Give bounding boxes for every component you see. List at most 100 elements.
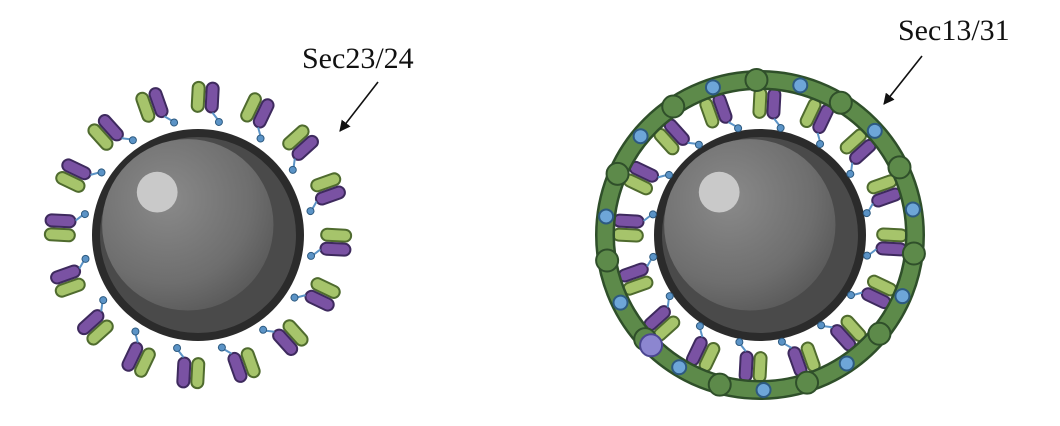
sec23-subunit — [282, 319, 309, 347]
sec23-subunit — [135, 91, 156, 123]
linker-knob — [846, 169, 855, 178]
linker-knob — [128, 136, 137, 145]
linker-knob — [777, 337, 786, 346]
sec23-subunit — [134, 347, 156, 378]
cage-node — [866, 122, 883, 139]
sec24-subunit — [304, 289, 335, 312]
cage-node-highlight — [639, 333, 664, 358]
sec24-subunit — [121, 341, 144, 372]
sec23-24-dimer — [862, 174, 903, 218]
cage-node — [792, 77, 809, 94]
sec24-subunit — [738, 350, 754, 383]
linker-knob — [734, 124, 743, 133]
sec23-subunit — [190, 80, 206, 113]
sec23-subunit — [240, 347, 261, 379]
cage-node — [612, 294, 629, 311]
linker-knob — [735, 338, 744, 347]
linker-knob — [846, 291, 855, 300]
cage-vertex — [887, 155, 912, 180]
sec23-24-dimer — [50, 254, 90, 298]
sec23-24-dimer — [217, 343, 261, 383]
sec24-subunit — [612, 213, 645, 229]
sec24-subunit — [97, 114, 124, 142]
left-label-arrow — [339, 81, 379, 132]
sec24-subunit — [766, 87, 782, 120]
sec23-24-dimer — [863, 227, 909, 260]
linker-knob — [288, 165, 297, 174]
sec23-24-dimer — [611, 210, 657, 243]
linker-knob — [863, 251, 872, 260]
sec23-24-label: Sec23/24 — [302, 42, 414, 75]
sec23-subunit — [87, 123, 114, 151]
sec23-subunit — [876, 227, 909, 243]
sec23-24-dimer — [735, 338, 768, 384]
cage-vertex — [661, 94, 686, 119]
cage-node — [904, 201, 921, 218]
sec23-subunit — [54, 277, 86, 298]
sec24-subunit — [314, 185, 346, 206]
sec13-31-cage — [595, 68, 926, 400]
sec24-subunit — [61, 158, 92, 181]
linker-knob — [217, 343, 226, 352]
linker-knob — [170, 118, 179, 127]
sec23-24-dimer — [643, 292, 681, 342]
sec23-subunit — [86, 319, 114, 346]
cage-vertex — [707, 372, 732, 397]
linker-knob — [816, 140, 825, 149]
linker-knob — [665, 170, 674, 179]
cage-vertex — [605, 161, 630, 186]
cage-node — [671, 359, 688, 376]
bead-core — [102, 139, 274, 311]
linker-knob — [81, 254, 90, 263]
linker-knob — [648, 210, 657, 219]
sec13-31-label: Sec13/31 — [898, 14, 1010, 47]
linker-knob — [99, 296, 108, 305]
linker-knob — [80, 210, 89, 219]
bead-highlight — [698, 171, 740, 213]
sec23-subunit — [310, 277, 341, 299]
sec13-31-caged-vesicle — [595, 68, 926, 400]
sec23-24-dimer — [259, 319, 309, 356]
cage-vertex — [867, 321, 892, 346]
sec24-subunit — [227, 351, 248, 383]
cage-vertex — [595, 248, 620, 273]
sec24-subunit — [319, 241, 352, 257]
linker-knob — [694, 140, 703, 149]
linker-knob — [173, 344, 182, 353]
sec24-subunit — [204, 81, 220, 114]
sec23-24-dimer — [121, 327, 156, 378]
sec23-subunit — [43, 227, 76, 243]
sec23-subunit — [55, 171, 86, 193]
sec23-24-dimer — [135, 87, 179, 127]
sec23-subunit — [320, 227, 353, 243]
linker-knob — [665, 292, 674, 301]
sec24-subunit — [291, 134, 319, 161]
cage-node — [632, 128, 649, 145]
sec24-subunit — [148, 87, 169, 119]
sec24-subunit — [77, 309, 105, 336]
cage-vertex — [828, 90, 853, 115]
sec23-24-dimer — [43, 210, 89, 243]
sec23-subunit — [752, 351, 768, 384]
sec23-24-coated-vesicle — [43, 80, 353, 390]
cage-node — [894, 288, 911, 305]
bead-highlight — [136, 171, 178, 213]
cage-node — [755, 381, 772, 398]
sec23-24-dimer — [77, 296, 114, 346]
linker-knob — [649, 252, 658, 261]
linker-knob — [307, 251, 316, 260]
linker-knob — [695, 321, 704, 330]
sec23-24-dimer — [282, 124, 319, 174]
sec23-24-dimer — [190, 80, 223, 126]
linker-knob — [290, 293, 299, 302]
cage-vertex — [744, 68, 769, 93]
sec23-subunit — [282, 124, 310, 151]
sec23-24-dimer — [55, 158, 106, 193]
sec24-subunit — [44, 213, 77, 229]
sec23-24-dimer — [307, 227, 353, 260]
cage-vertex — [795, 370, 820, 395]
sec23-subunit — [240, 92, 262, 123]
sec24-subunit — [272, 328, 299, 356]
